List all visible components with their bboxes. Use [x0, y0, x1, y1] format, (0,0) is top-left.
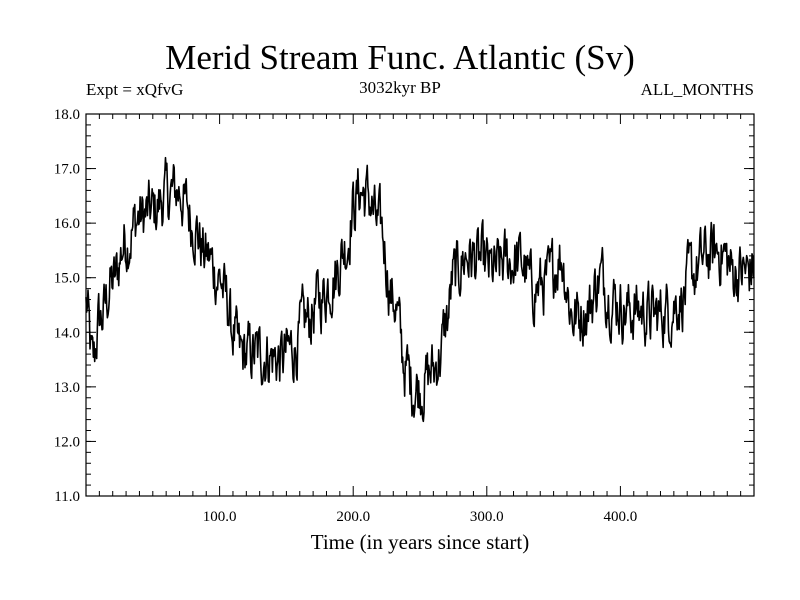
x-tick-label: 300.0: [470, 509, 504, 525]
y-tick-label: 13.0: [54, 380, 80, 396]
period-label: 3032kyr BP: [359, 78, 441, 97]
y-tick-label: 14.0: [54, 325, 80, 341]
y-tick-label: 12.0: [54, 434, 80, 450]
experiment-label: Expt = xQfvG: [86, 80, 184, 99]
y-tick-label: 18.0: [54, 107, 80, 123]
y-tick-label: 15.0: [54, 271, 80, 287]
x-tick-label: 100.0: [203, 509, 237, 525]
months-label: ALL_MONTHS: [640, 80, 754, 99]
chart-title: Merid Stream Func. Atlantic (Sv): [165, 38, 635, 77]
y-tick-label: 17.0: [54, 162, 80, 178]
y-tick-label: 16.0: [54, 216, 80, 232]
x-axis-label: Time (in years since start): [310, 530, 530, 554]
series-line: [85, 156, 755, 423]
y-tick-label: 11.0: [54, 489, 80, 505]
x-tick-label: 200.0: [336, 509, 370, 525]
x-tick-label: 400.0: [604, 509, 638, 525]
